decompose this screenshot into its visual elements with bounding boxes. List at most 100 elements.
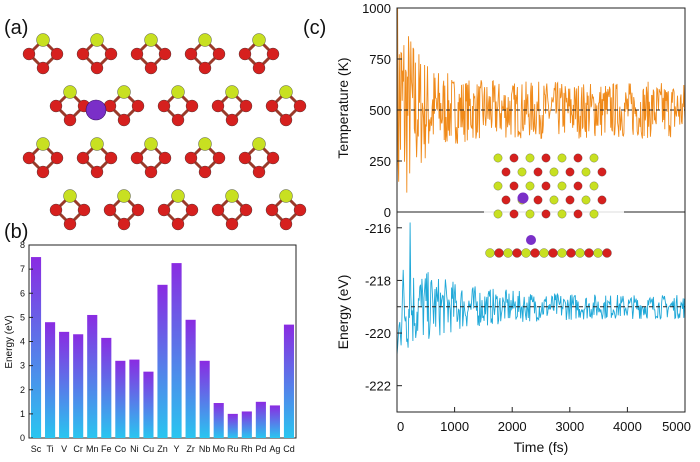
bar-mo	[213, 403, 224, 438]
inset-oxygen-atom	[509, 209, 519, 219]
oxygen-atom	[49, 203, 63, 217]
inset-sulfur-atom	[581, 195, 591, 205]
temperature-series-line	[396, 7, 686, 213]
inset-side-atom	[593, 248, 603, 258]
inset-sulfur-atom	[589, 181, 599, 191]
bar-chart-x-tick: Zr	[186, 444, 195, 454]
oxygen-atom	[157, 203, 171, 217]
sulfur-atom	[279, 189, 293, 203]
inset-sulfur-atom	[525, 181, 535, 191]
oxygen-atom	[225, 113, 239, 127]
bar-chart-x-tick: Fe	[101, 444, 112, 454]
bar-chart-x-tick: Rh	[241, 444, 253, 454]
oxygen-atom	[185, 203, 199, 217]
inset-dopant-atom	[517, 192, 529, 204]
oxygen-atom	[184, 151, 198, 165]
inset-oxygen-atom	[541, 181, 551, 191]
inset-sulfur-atom	[549, 195, 559, 205]
bar-chart-x-tick: Pd	[255, 444, 266, 454]
inset-sulfur-atom	[493, 209, 503, 219]
bar-chart-x-tick: Ag	[269, 444, 280, 454]
bar-chart-x-tick: Cd	[283, 444, 295, 454]
inset-side-atom	[548, 248, 558, 258]
inset-sulfur-atom	[557, 153, 567, 163]
time-x-tick: 1000	[440, 419, 469, 434]
inset-oxygen-atom	[597, 195, 607, 205]
oxygen-atom	[293, 203, 307, 217]
inset-oxygen-atom	[565, 167, 575, 177]
time-axis-title: Time (fs)	[514, 439, 569, 455]
oxygen-atom	[36, 61, 50, 75]
oxygen-atom	[50, 151, 64, 165]
oxygen-atom	[144, 165, 158, 179]
sulfur-atom	[144, 33, 158, 47]
oxygen-atom	[238, 47, 252, 61]
sulfur-atom	[36, 137, 50, 151]
panel-label-c: (c)	[303, 17, 326, 39]
bar-ru	[227, 413, 238, 438]
oxygen-atom	[50, 47, 64, 61]
bar-cr	[73, 334, 84, 438]
bar-chart-x-tick: Ru	[227, 444, 239, 454]
sulfur-atom	[36, 33, 50, 47]
bar-chart-y-tick: 6	[20, 288, 25, 298]
oxygen-atom	[266, 47, 280, 61]
energy-y-tick: -222	[365, 379, 391, 394]
inset-sulfur-atom	[589, 153, 599, 163]
oxygen-atom	[77, 203, 91, 217]
sulfur-atom	[90, 33, 104, 47]
bar-chart-y-tick: 4	[20, 337, 25, 347]
energy-axis-title: Energy (eV)	[335, 275, 351, 350]
inset-sulfur-atom	[525, 209, 535, 219]
inset-side-atom	[503, 248, 513, 258]
bar-chart-y-tick: 7	[20, 264, 25, 274]
oxygen-atom	[225, 217, 239, 231]
inset-sulfur-atom	[493, 181, 503, 191]
bar-chart-x-tick: Ti	[46, 444, 53, 454]
inset-side-atom	[584, 248, 594, 258]
oxygen-atom	[171, 113, 185, 127]
inset-sulfur-atom	[525, 153, 535, 163]
bar-chart-x-tick: Sc	[31, 444, 42, 454]
bar-chart-y-tick: 3	[20, 361, 25, 371]
sulfur-atom	[225, 85, 239, 99]
inset-side-atom	[521, 248, 531, 258]
inset-side-atom	[530, 248, 540, 258]
inset-oxygen-atom	[541, 209, 551, 219]
md-snapshot-inset	[484, 148, 624, 266]
inset-oxygen-atom	[573, 181, 583, 191]
time-x-tick: 3000	[555, 419, 584, 434]
crystal-structure-top-view	[22, 33, 307, 231]
oxygen-atom	[104, 151, 118, 165]
oxygen-atom	[252, 165, 266, 179]
inset-oxygen-atom	[573, 209, 583, 219]
oxygen-atom	[63, 113, 77, 127]
time-x-tick: 5000	[662, 419, 691, 434]
inset-side-atom	[575, 248, 585, 258]
oxygen-atom	[103, 203, 117, 217]
oxygen-atom	[131, 99, 145, 113]
oxygen-atom	[279, 217, 293, 231]
oxygen-atom	[130, 47, 144, 61]
inset-side-atom	[557, 248, 567, 258]
oxygen-atom	[252, 61, 266, 75]
bar-chart-y-tick: 2	[20, 385, 25, 395]
sulfur-atom	[63, 189, 77, 203]
oxygen-atom	[211, 99, 225, 113]
oxygen-atom	[22, 151, 36, 165]
inset-side-atom	[539, 248, 549, 258]
inset-side-atom	[494, 248, 504, 258]
oxygen-atom	[76, 151, 90, 165]
bar-pd	[255, 401, 266, 438]
oxygen-atom	[157, 99, 171, 113]
inset-sulfur-atom	[549, 167, 559, 177]
panel-label-b: (b)	[4, 221, 28, 243]
temperature-y-tick: 1000	[362, 1, 391, 16]
energy-y-tick: -220	[365, 326, 391, 341]
oxygen-atom	[212, 47, 226, 61]
sulfur-atom	[117, 85, 131, 99]
temperature-y-tick: 250	[369, 154, 391, 169]
bar-zn	[157, 284, 168, 438]
oxygen-atom	[279, 113, 293, 127]
bar-ti	[45, 322, 56, 438]
